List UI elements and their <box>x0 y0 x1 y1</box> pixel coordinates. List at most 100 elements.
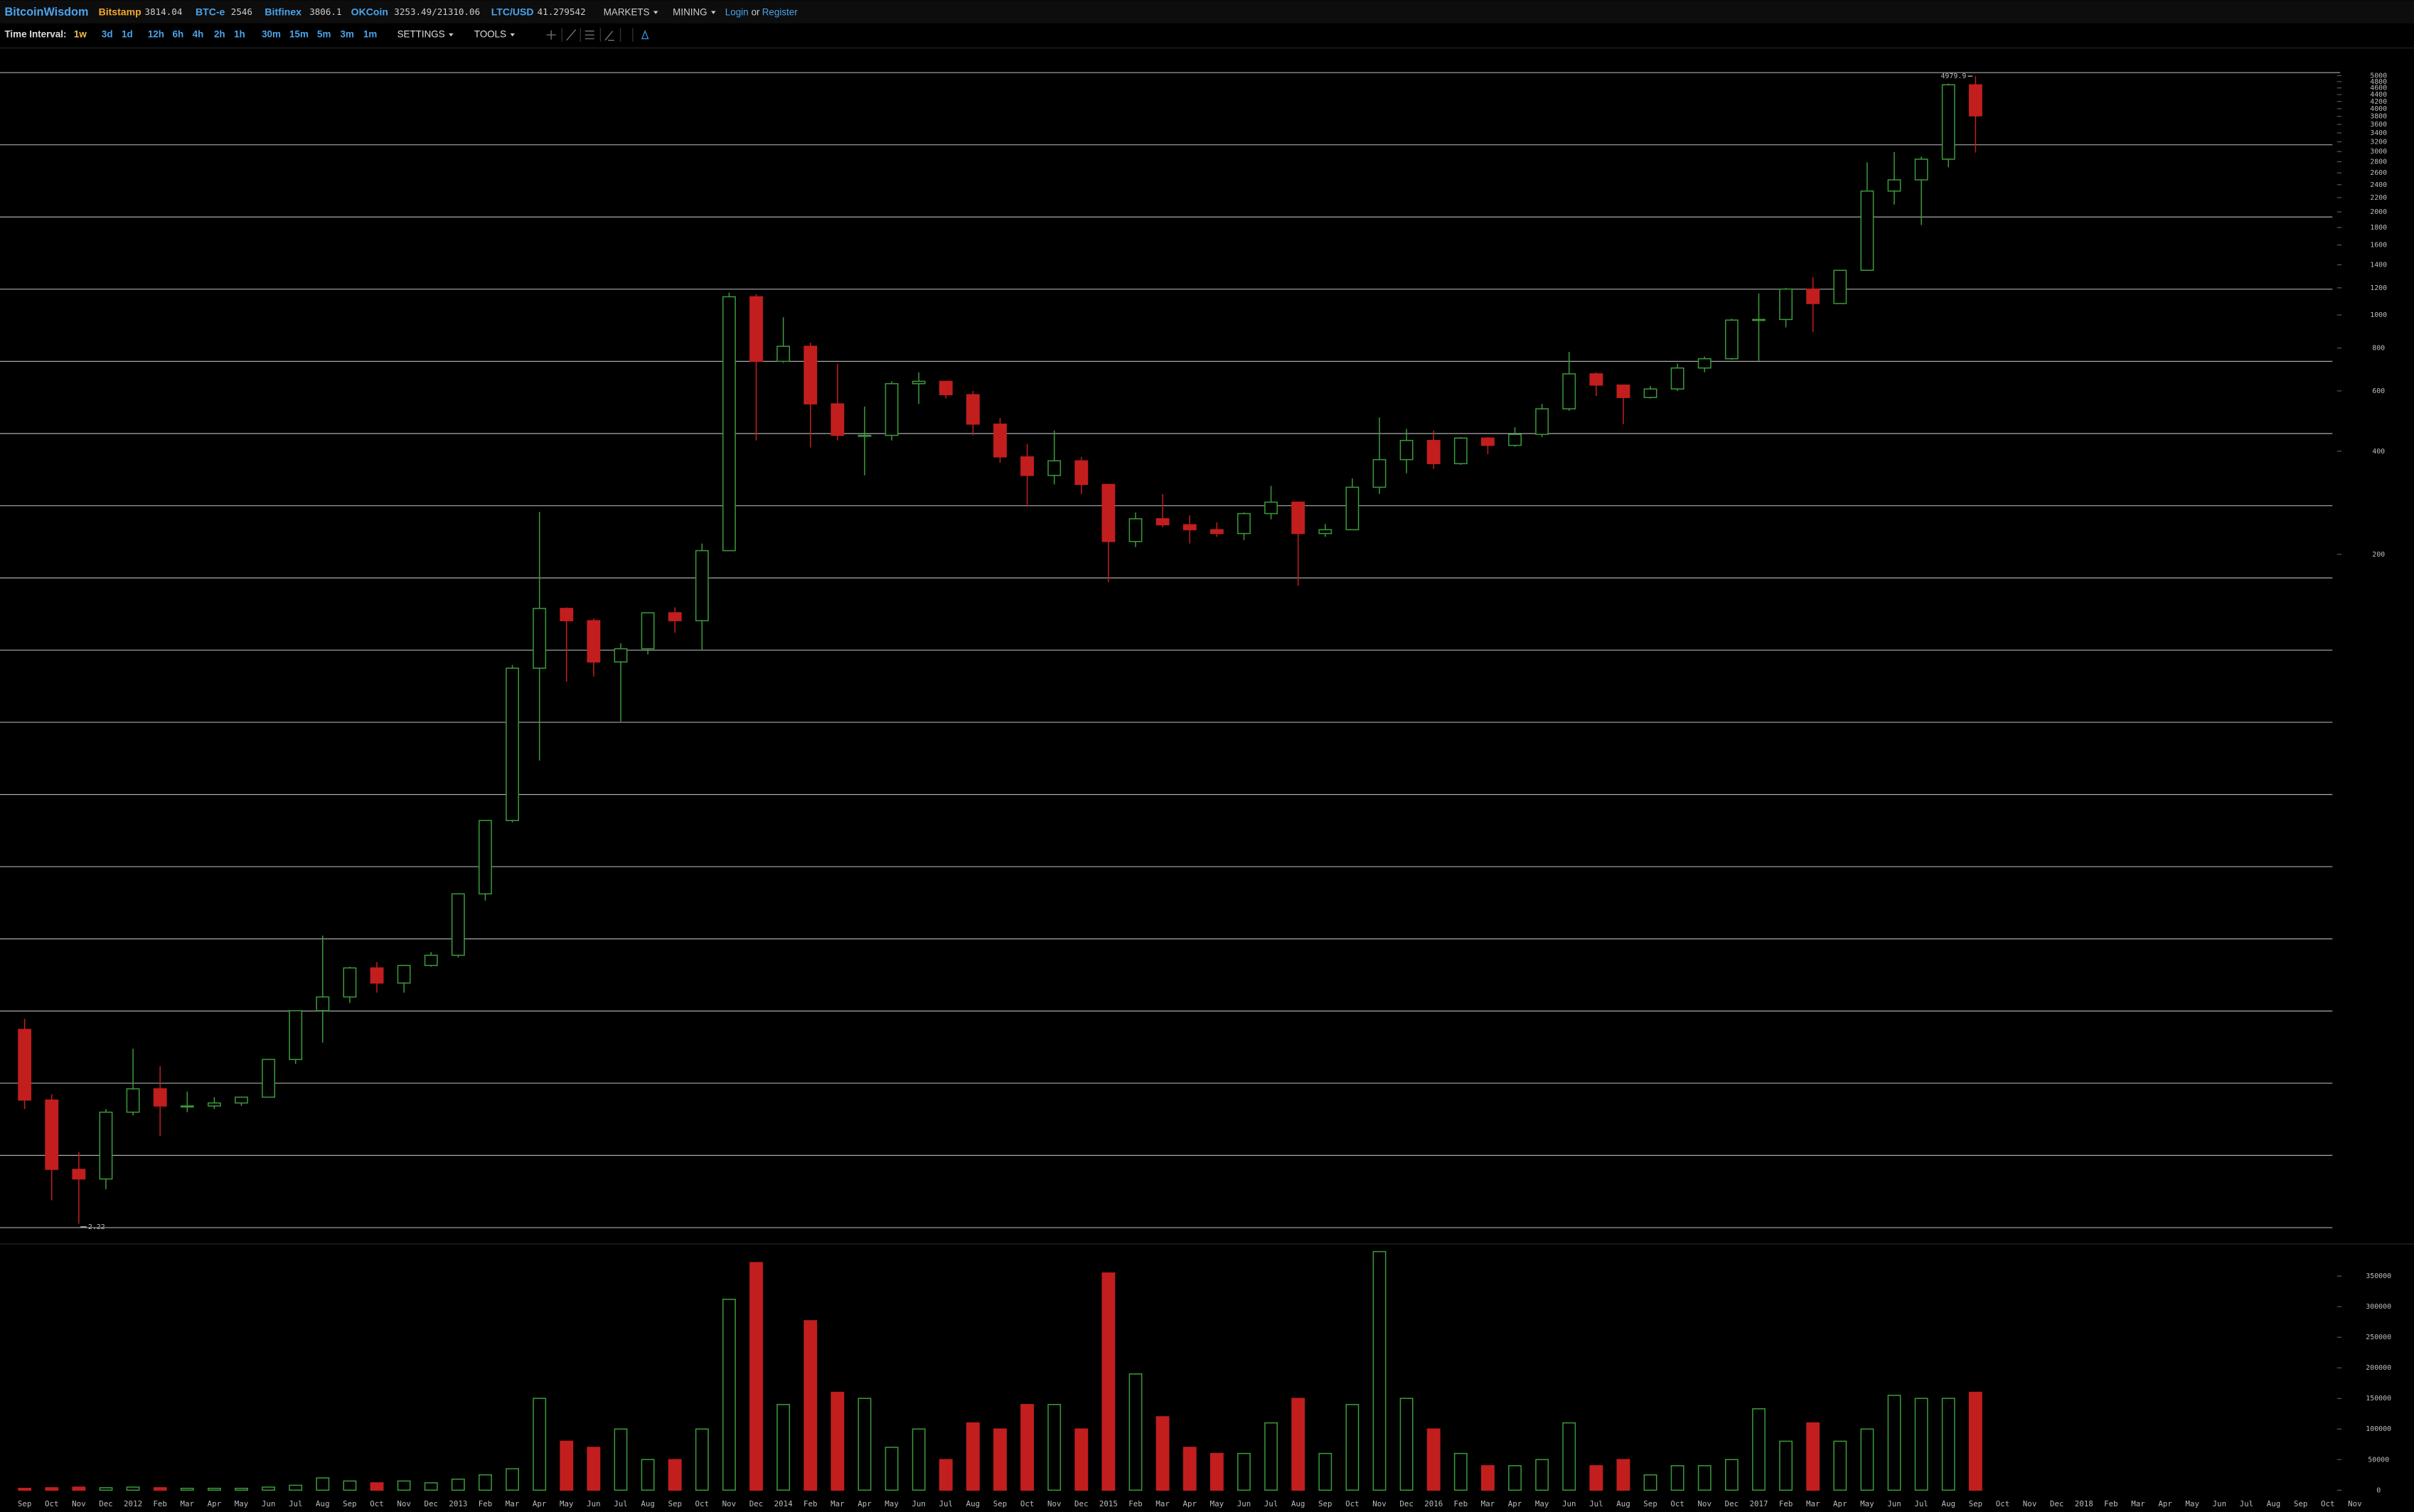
volume-bar <box>1020 1404 1035 1491</box>
x-tick-label: Oct <box>1345 1499 1360 1508</box>
volume-bar <box>1074 1428 1089 1491</box>
volume-bar <box>587 1447 601 1491</box>
candle-body <box>966 394 980 425</box>
interval-button[interactable]: 30m <box>262 29 281 40</box>
volume-bar <box>1779 1440 1793 1491</box>
interval-button[interactable]: 15m <box>289 29 309 40</box>
candle-body <box>316 996 330 1012</box>
volume-bar <box>1209 1452 1224 1491</box>
brand[interactable]: BitcoinWisdom <box>4 6 88 18</box>
pen-icon[interactable] <box>604 31 614 41</box>
y-tick-label: 1400 <box>2370 262 2387 269</box>
volume-bar <box>18 1487 32 1491</box>
interval-button[interactable]: 1h <box>234 29 245 40</box>
volume-bar <box>1291 1398 1305 1491</box>
x-tick-label: 2017 <box>1749 1499 1768 1508</box>
x-tick-label: Dec <box>1399 1499 1414 1508</box>
x-tick-label: Mar <box>506 1499 520 1508</box>
interval-button[interactable]: 3m <box>341 29 354 40</box>
exchange-link[interactable]: Bitstamp <box>99 6 142 17</box>
exchange-link[interactable]: OKCoin <box>351 6 388 17</box>
max-label: 4979.9 <box>1940 73 1966 80</box>
volume-bar <box>424 1482 438 1491</box>
x-tick-label: Jun <box>912 1499 926 1508</box>
volume-bar <box>1968 1391 1982 1491</box>
volume-bar <box>695 1428 709 1491</box>
interval-button[interactable]: 4h <box>193 29 204 40</box>
x-tick-label: Sep <box>2294 1499 2308 1508</box>
interval-button[interactable]: 1w <box>74 29 87 40</box>
menu[interactable]: MARKETS <box>604 6 650 17</box>
x-tick-label: Aug <box>1291 1499 1305 1508</box>
ticker-price: 41.279542 <box>538 6 586 17</box>
interval-button[interactable]: 2h <box>214 29 225 40</box>
candle-body <box>1101 483 1116 542</box>
y-tick-label: 2600 <box>2370 169 2387 177</box>
candle-body <box>397 965 411 984</box>
volume-bar <box>668 1459 682 1491</box>
x-tick-label: Aug <box>966 1499 981 1508</box>
candle-body <box>45 1099 59 1170</box>
exchange-link[interactable]: BTC-e <box>196 6 225 17</box>
volume-bar <box>1453 1452 1468 1491</box>
volume-bar <box>1237 1452 1251 1491</box>
x-tick-label: Mar <box>1481 1499 1495 1508</box>
register-link[interactable]: Register <box>762 6 798 17</box>
interval-button[interactable]: 6h <box>173 29 184 40</box>
candle-body <box>1616 384 1630 398</box>
exchange-link[interactable]: LTC/USD <box>491 6 534 17</box>
x-tick-label: 2015 <box>1099 1499 1118 1508</box>
y-tick-label: 3200 <box>2370 139 2387 146</box>
crosshair-icon[interactable] <box>546 30 556 40</box>
fib-icon[interactable] <box>584 31 594 40</box>
toolbar-menu[interactable]: SETTINGS <box>397 29 445 40</box>
volume-bar <box>1697 1465 1711 1491</box>
interval-button[interactable]: 1d <box>122 29 133 40</box>
candle-body <box>1345 486 1360 530</box>
y-tick-label: 4200 <box>2370 98 2387 106</box>
candle-body <box>1670 367 1684 390</box>
y-tick-label: 2800 <box>2370 159 2387 166</box>
volume-bar <box>1047 1404 1062 1491</box>
y-tick-label: 1200 <box>2370 284 2387 292</box>
line-icon[interactable] <box>566 29 577 41</box>
candle-body <box>1643 388 1657 398</box>
x-tick-label: Sep <box>668 1499 682 1508</box>
interval-button[interactable]: 12h <box>148 29 164 40</box>
y-tick-label: 4000 <box>2370 105 2387 113</box>
volume-bar <box>939 1459 953 1491</box>
candle-body <box>424 955 438 966</box>
x-tick-label: Aug <box>1616 1499 1630 1508</box>
interval-button[interactable]: 5m <box>317 29 331 40</box>
y-tick-label: 800 <box>2372 345 2385 353</box>
volume-bar <box>1806 1422 1820 1491</box>
x-tick-label: Nov <box>2348 1499 2362 1508</box>
volume-bar <box>1426 1428 1441 1491</box>
menu[interactable]: MINING <box>673 6 707 17</box>
ticker-price: 3253.49/21310.06 <box>394 6 480 17</box>
alert-icon[interactable] <box>641 29 649 40</box>
x-tick-label: Dec <box>749 1499 764 1508</box>
x-tick-label: Nov <box>1372 1499 1387 1508</box>
login-link[interactable]: Login <box>725 6 749 17</box>
y-tick-label: 3800 <box>2370 113 2387 121</box>
interval-button[interactable]: 3d <box>102 29 113 40</box>
x-tick-label: 2018 <box>2075 1499 2093 1508</box>
y-tick-label: 200 <box>2372 551 2385 559</box>
volume-bar <box>1155 1416 1170 1491</box>
candle-body <box>1562 373 1576 409</box>
y-tick-label: 2200 <box>2370 194 2387 202</box>
exchange-link[interactable]: Bitfinex <box>265 6 301 17</box>
x-tick-label: Jun <box>587 1499 601 1508</box>
volume-bar <box>370 1482 384 1491</box>
x-tick-label: Jun <box>1887 1499 1901 1508</box>
tool-icons[interactable] <box>546 28 649 42</box>
candle-body <box>1589 373 1603 386</box>
volume-bar <box>1264 1422 1278 1491</box>
interval-button[interactable]: 1m <box>363 29 377 40</box>
candle-body <box>803 345 818 404</box>
y2-tick-label: 350000 <box>2366 1272 2391 1280</box>
toolbar-menu[interactable]: TOOLS <box>474 29 506 40</box>
